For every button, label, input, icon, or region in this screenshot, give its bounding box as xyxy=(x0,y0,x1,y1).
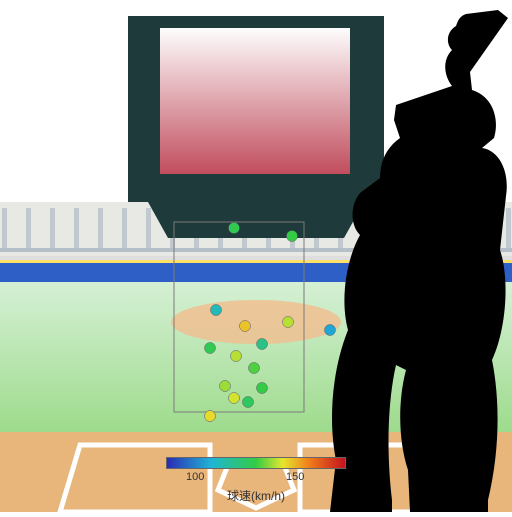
colorbar-ticks: 100 150 xyxy=(166,471,346,485)
scene-svg xyxy=(0,0,512,512)
colorbar-gradient xyxy=(166,457,346,469)
pitch-chart: 100 150 球速(km/h) xyxy=(0,0,512,512)
colorbar-tick: 100 xyxy=(186,471,204,483)
colorbar-tick: 150 xyxy=(286,471,304,483)
colorbar-label: 球速(km/h) xyxy=(166,487,346,504)
colorbar: 100 150 球速(km/h) xyxy=(166,457,346,504)
